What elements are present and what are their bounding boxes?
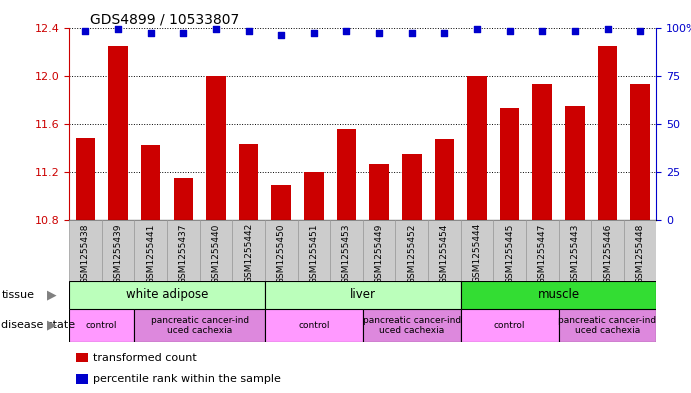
Bar: [69, 281, 265, 309]
Point: [569, 28, 580, 35]
Bar: [167, 220, 200, 281]
Point: [471, 26, 482, 33]
Bar: [272, 185, 291, 393]
Bar: [206, 75, 226, 393]
Text: pancreatic cancer-ind
uced cachexia: pancreatic cancer-ind uced cachexia: [151, 316, 249, 335]
Text: transformed count: transformed count: [93, 353, 197, 363]
Point: [276, 32, 287, 39]
Point: [406, 30, 417, 37]
Bar: [461, 309, 558, 342]
Bar: [265, 281, 461, 309]
Text: tissue: tissue: [1, 290, 35, 300]
Bar: [363, 220, 395, 281]
Point: [439, 30, 450, 37]
Bar: [102, 220, 134, 281]
Text: GSM1255437: GSM1255437: [179, 223, 188, 284]
Bar: [75, 138, 95, 393]
Text: GSM1255453: GSM1255453: [342, 223, 351, 284]
Bar: [558, 220, 591, 281]
Text: GSM1255451: GSM1255451: [310, 223, 319, 284]
Point: [504, 28, 515, 35]
Point: [145, 30, 156, 37]
Point: [178, 30, 189, 37]
Bar: [591, 220, 624, 281]
Point: [113, 26, 124, 33]
Bar: [298, 220, 330, 281]
Bar: [461, 281, 656, 309]
Text: GSM1255449: GSM1255449: [375, 223, 384, 283]
Text: percentile rank within the sample: percentile rank within the sample: [93, 374, 281, 384]
Text: GSM1255441: GSM1255441: [146, 223, 155, 283]
Text: GSM1255448: GSM1255448: [636, 223, 645, 283]
Bar: [69, 309, 134, 342]
Bar: [428, 220, 461, 281]
Point: [308, 30, 319, 37]
Text: disease state: disease state: [1, 320, 75, 331]
Text: white adipose: white adipose: [126, 288, 208, 301]
Bar: [304, 172, 323, 393]
Bar: [369, 163, 389, 393]
Bar: [630, 84, 650, 393]
Bar: [337, 129, 357, 393]
Text: GSM1255439: GSM1255439: [113, 223, 122, 284]
Bar: [526, 220, 558, 281]
Point: [341, 28, 352, 35]
Text: pancreatic cancer-ind
uced cachexia: pancreatic cancer-ind uced cachexia: [363, 316, 461, 335]
Text: GSM1255452: GSM1255452: [407, 223, 416, 283]
Text: liver: liver: [350, 288, 376, 301]
Bar: [173, 178, 193, 393]
Text: control: control: [494, 321, 525, 330]
Text: ▶: ▶: [47, 319, 57, 332]
Point: [374, 30, 385, 37]
Bar: [200, 220, 232, 281]
Point: [602, 26, 613, 33]
Bar: [330, 220, 363, 281]
Text: control: control: [298, 321, 330, 330]
Bar: [395, 220, 428, 281]
Bar: [533, 84, 552, 393]
Text: control: control: [86, 321, 117, 330]
Bar: [239, 144, 258, 393]
Text: muscle: muscle: [538, 288, 580, 301]
Text: pancreatic cancer-ind
uced cachexia: pancreatic cancer-ind uced cachexia: [558, 316, 656, 335]
Bar: [467, 75, 486, 393]
Bar: [232, 220, 265, 281]
Text: GSM1255438: GSM1255438: [81, 223, 90, 284]
Text: GSM1255447: GSM1255447: [538, 223, 547, 283]
Text: GSM1255443: GSM1255443: [570, 223, 579, 283]
Bar: [108, 46, 128, 393]
Bar: [461, 220, 493, 281]
Bar: [624, 220, 656, 281]
Point: [210, 26, 221, 33]
Bar: [435, 140, 454, 393]
Bar: [141, 145, 160, 393]
Bar: [493, 220, 526, 281]
Bar: [598, 46, 617, 393]
Bar: [565, 106, 585, 393]
Text: ▶: ▶: [47, 288, 57, 301]
Bar: [69, 220, 102, 281]
Text: GSM1255444: GSM1255444: [473, 223, 482, 283]
Point: [634, 28, 645, 35]
Bar: [134, 309, 265, 342]
Text: GSM1255445: GSM1255445: [505, 223, 514, 283]
Text: GSM1255450: GSM1255450: [276, 223, 285, 284]
Bar: [265, 309, 363, 342]
Point: [80, 28, 91, 35]
Text: GSM1255454: GSM1255454: [440, 223, 449, 283]
Point: [243, 28, 254, 35]
Bar: [558, 309, 656, 342]
Bar: [134, 220, 167, 281]
Bar: [265, 220, 298, 281]
Point: [537, 28, 548, 35]
Text: GSM1255442: GSM1255442: [244, 223, 253, 283]
Bar: [402, 154, 422, 393]
Text: GDS4899 / 10533807: GDS4899 / 10533807: [90, 13, 239, 27]
Bar: [500, 108, 520, 393]
Text: GSM1255446: GSM1255446: [603, 223, 612, 283]
Bar: [363, 309, 461, 342]
Text: GSM1255440: GSM1255440: [211, 223, 220, 283]
